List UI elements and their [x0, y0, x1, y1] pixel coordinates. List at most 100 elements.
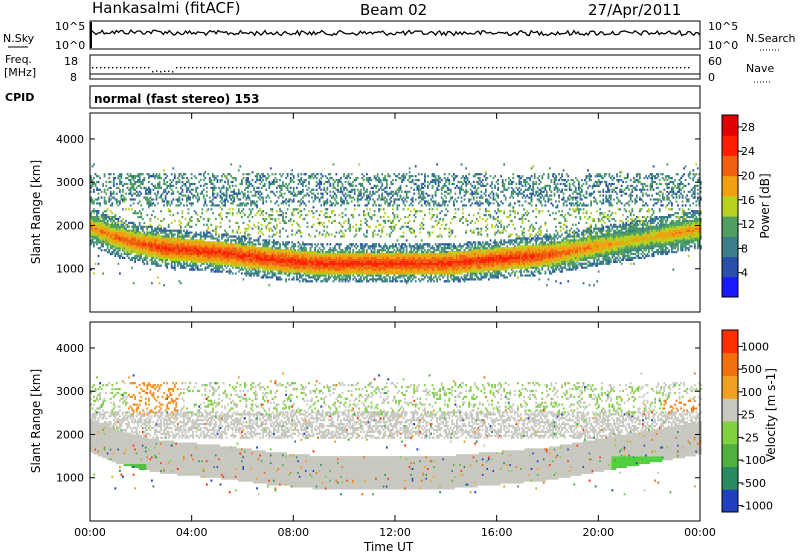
power-cell [201, 208, 204, 211]
power-cell [350, 260, 353, 263]
power-cell [170, 266, 173, 269]
power-cell [138, 235, 141, 238]
power-cell [219, 256, 222, 259]
power-cell [189, 243, 191, 246]
power-cell [149, 225, 152, 228]
power-cell [196, 256, 199, 259]
power-cell [154, 243, 156, 246]
power-cell [90, 177, 92, 180]
power-cell [279, 268, 281, 271]
power-cell [309, 256, 312, 259]
power-cell [318, 274, 321, 277]
power-cell [326, 268, 329, 271]
power-cell [221, 237, 223, 240]
power-cell [181, 254, 184, 258]
power-cell [215, 237, 217, 240]
power-cell [259, 229, 262, 232]
power-cell [324, 266, 327, 269]
power-cell [256, 175, 258, 178]
power-cell [103, 229, 106, 232]
power-cell [239, 182, 242, 186]
power-cell [291, 229, 294, 232]
power-cell [274, 264, 277, 267]
freq-dot [400, 67, 402, 69]
power-cell [167, 245, 170, 248]
power-cell [157, 249, 159, 252]
power-cell [244, 243, 246, 246]
power-cell [257, 173, 260, 176]
power-cell [288, 200, 290, 203]
power-cell [178, 251, 181, 254]
power-cell [149, 200, 152, 203]
power-cell [352, 249, 355, 252]
power-cell [93, 200, 95, 203]
power-cell [268, 268, 271, 271]
power-cell [332, 194, 335, 197]
power-cell [149, 190, 152, 193]
power-cell [169, 239, 172, 242]
power-cell [305, 262, 307, 265]
power-cell [175, 229, 178, 232]
power-cell [123, 198, 126, 201]
power-cell [148, 192, 150, 195]
power-cell [239, 212, 242, 215]
power-cell [111, 252, 114, 256]
power-cell [103, 217, 106, 221]
power-cell [324, 274, 327, 277]
power-cell [269, 217, 272, 221]
power-cell [266, 245, 269, 248]
power-cell [363, 252, 365, 256]
power-cell [122, 243, 124, 246]
power-cell [306, 268, 309, 271]
power-cell [227, 256, 229, 259]
power-cell [148, 190, 150, 193]
power-cell [219, 266, 222, 269]
power-cell [314, 276, 316, 279]
power-cell [289, 251, 292, 254]
power-cell [109, 252, 112, 256]
power-cell [343, 194, 345, 197]
power-cell [233, 254, 236, 258]
power-cell [224, 175, 226, 178]
power-cell [138, 223, 141, 226]
power-cell [302, 188, 304, 191]
power-cell [350, 258, 353, 261]
power-cell [225, 188, 228, 191]
power-cell [266, 256, 269, 259]
power-cell [370, 268, 373, 271]
power-cell [126, 231, 129, 234]
power-cell [277, 217, 280, 221]
power-cell [382, 262, 385, 265]
power-cell [341, 264, 344, 267]
power-cell [344, 251, 347, 254]
power-cell [379, 270, 382, 273]
power-cell [137, 243, 140, 246]
power-cell [291, 249, 294, 252]
power-cell [359, 190, 362, 193]
power-cell [320, 268, 323, 271]
power-cell [295, 262, 298, 265]
power-cell [115, 186, 118, 189]
power-cell [245, 274, 248, 277]
power-cell [359, 192, 362, 195]
power-cell [329, 251, 332, 254]
power-cell [268, 251, 271, 254]
power-cell [273, 245, 275, 248]
power-cell [189, 252, 191, 256]
power-cell [358, 262, 361, 265]
power-cell [172, 251, 175, 254]
power-cell [212, 229, 214, 232]
power-cell [236, 245, 239, 248]
power-cell [347, 190, 350, 193]
power-cell [302, 264, 304, 267]
power-cell [221, 196, 223, 199]
power-cell [280, 186, 283, 189]
power-cell [271, 251, 274, 254]
power-cell [347, 274, 350, 277]
power-cell [180, 262, 182, 265]
power-cell [358, 249, 361, 252]
power-cell [108, 180, 111, 184]
power-cell [341, 182, 344, 186]
power-cell [346, 202, 348, 205]
freq-dot [548, 67, 550, 69]
